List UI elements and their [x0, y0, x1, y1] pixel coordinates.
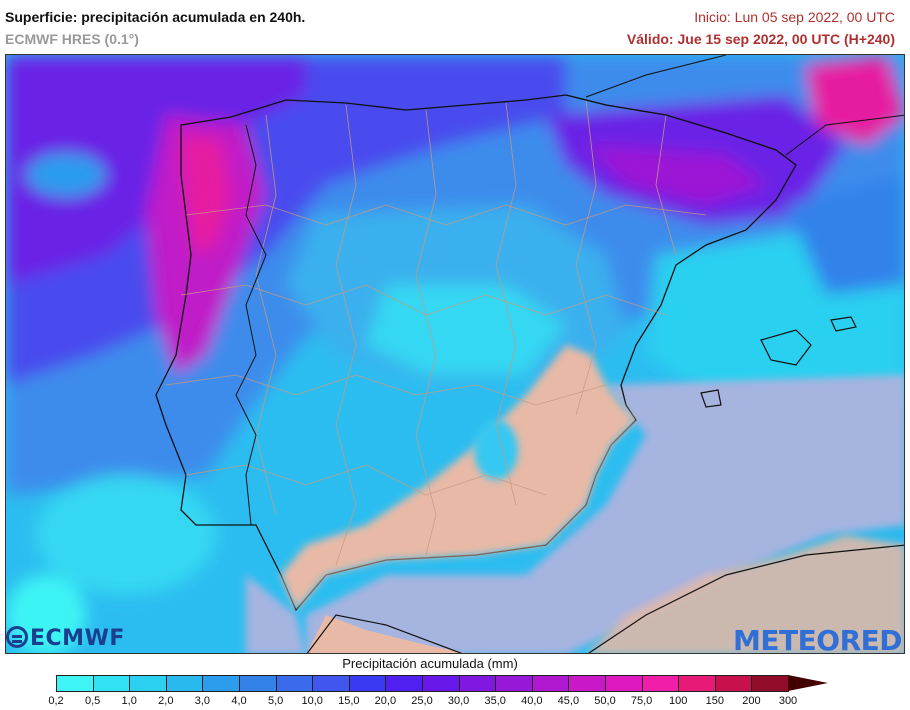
- legend-tick-label: 40,0: [521, 695, 543, 707]
- legend-title: Precipitación acumulada (mm): [342, 656, 518, 671]
- legend-swatch: [238, 675, 277, 692]
- legend-swatch: [129, 675, 167, 692]
- precip-field: [6, 55, 904, 653]
- model-label: ECMWF HRES (0.1°): [5, 31, 139, 47]
- legend-swatch: [348, 675, 387, 692]
- legend-tick-label: 15,0: [338, 695, 360, 707]
- legend-swatch: [312, 675, 350, 692]
- legend-tick-label: 100: [669, 695, 688, 707]
- africa-coastline: [306, 544, 904, 653]
- dry-land-southeast: [281, 345, 636, 610]
- legend-tick-label: 3,0: [194, 695, 211, 707]
- legend-swatch: [385, 675, 423, 692]
- legend-swatch: [56, 675, 94, 692]
- legend-tick-label: 75,0: [630, 695, 653, 707]
- precipitation-map[interactable]: [5, 54, 905, 654]
- legend-swatch: [714, 675, 753, 692]
- map-canvas: [6, 55, 904, 653]
- legend-swatch: [495, 675, 533, 692]
- mallorca-outline: [760, 329, 812, 366]
- menorca-outline: [830, 316, 857, 332]
- legend-swatch: [604, 675, 643, 692]
- legend-tick-label: 0,2: [48, 695, 64, 707]
- ibiza-outline: [700, 389, 722, 408]
- legend-swatch: [751, 675, 789, 692]
- legend-tick-label: 4,0: [231, 695, 247, 707]
- legend-tick-label: 150: [705, 695, 724, 707]
- spain-portugal-border: [235, 124, 267, 526]
- legend-tick-label: 300: [778, 695, 798, 707]
- legend-tick-label: 1,0: [121, 695, 137, 707]
- map-title: Superficie: precipitación acumulada en 2…: [5, 9, 306, 25]
- dry-sea-area: [306, 375, 904, 653]
- legend-tick-label: 10,0: [301, 695, 323, 707]
- legend-tick-label: 20,0: [374, 695, 397, 707]
- france-border: [565, 55, 904, 166]
- legend-swatch: [531, 675, 570, 692]
- legend-tick-label: 35,0: [484, 695, 506, 707]
- legend-swatch: [275, 675, 314, 692]
- legend-swatch: [568, 675, 606, 692]
- init-time: Inicio: Lun 05 sep 2022, 00 UTC: [694, 9, 895, 25]
- valid-time: Válido: Jue 15 sep 2022, 00 UTC (H+240): [626, 31, 895, 47]
- legend-tick-label: 200: [742, 695, 761, 707]
- legend-tick-label: 5,0: [267, 695, 284, 707]
- legend-swatch: [165, 675, 204, 692]
- legend-swatch: [678, 675, 716, 692]
- ecmwf-logo-icon: [6, 626, 28, 648]
- legend-tick-label: 45,0: [557, 695, 580, 707]
- legend-tick-label: 30,0: [447, 695, 470, 707]
- legend-color-scale: [56, 675, 828, 692]
- legend-tick-label: 0,5: [84, 695, 101, 707]
- legend-ticks: 0,2 0,5 1,0 2,0 3,0 4,0 5,0 10,0 15,0 20,0 25,0 30,…: [0, 695, 910, 709]
- ecmwf-logo: ECMWF: [6, 626, 125, 651]
- legend-swatch: [202, 675, 240, 692]
- legend-tick-label: 25,0: [411, 695, 433, 707]
- legend-arrow-icon: [787, 675, 828, 691]
- legend-swatch: [458, 675, 497, 692]
- legend-swatch: [421, 675, 460, 692]
- meteored-logo: METEORED: [733, 624, 902, 657]
- legend-tick-label: 2,0: [158, 695, 174, 707]
- legend-tick-label: 50,0: [594, 695, 616, 707]
- legend-swatch: [92, 675, 131, 692]
- province-borders: [165, 99, 707, 566]
- legend-swatch: [641, 675, 680, 692]
